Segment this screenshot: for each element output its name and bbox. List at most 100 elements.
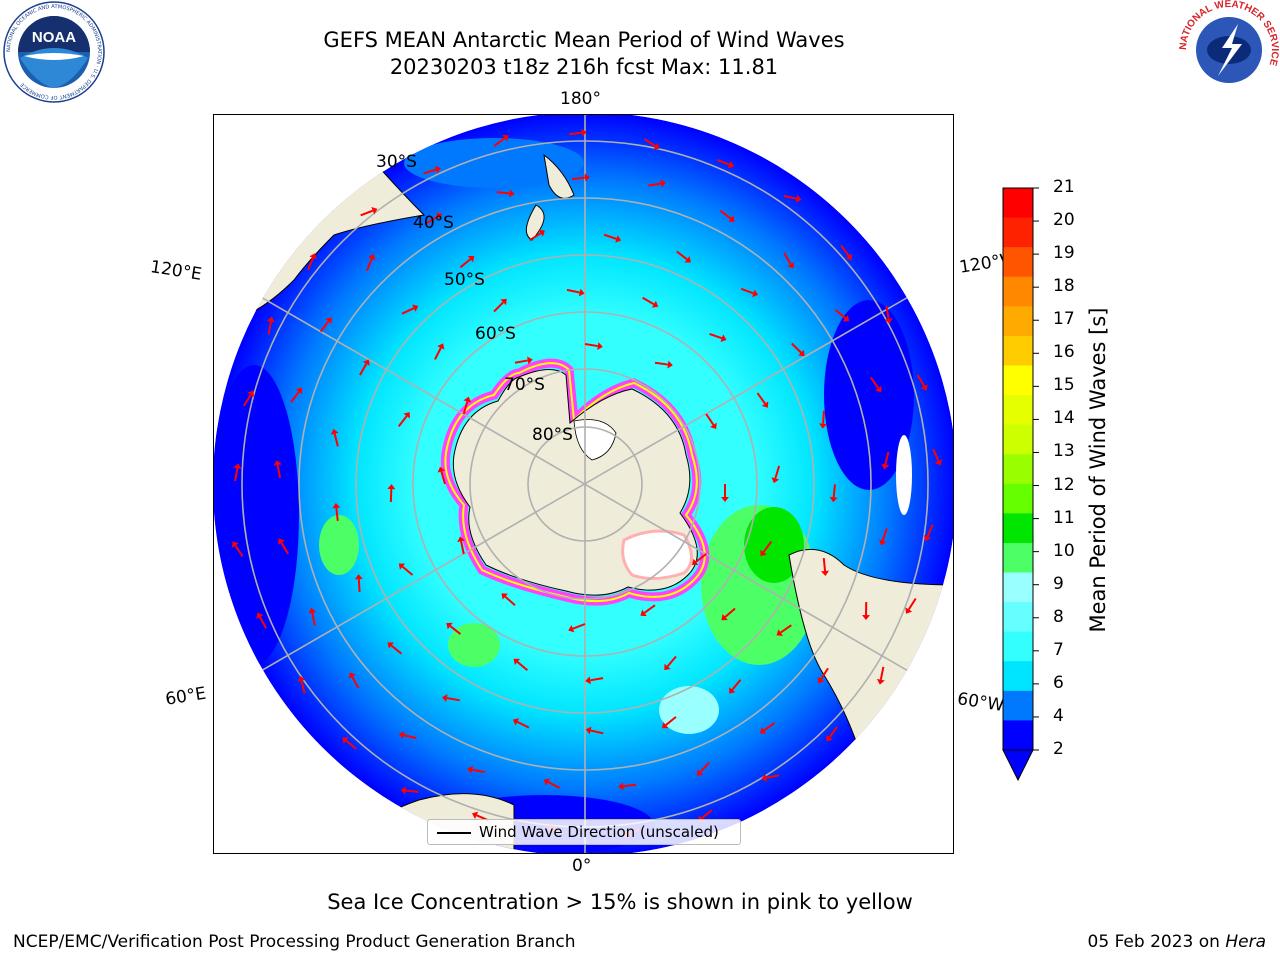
colorbar-segment bbox=[1003, 335, 1033, 366]
wave-arrow-shaft bbox=[740, 287, 754, 295]
wave-arrow-shaft bbox=[471, 768, 486, 774]
colorbar bbox=[1002, 187, 1039, 782]
wave-arrow-shaft bbox=[885, 305, 890, 320]
wave-arrow-head bbox=[923, 535, 932, 542]
wave-arrow-shaft bbox=[834, 309, 846, 319]
wave-arrow-shaft bbox=[584, 343, 598, 348]
wave-arrow-shaft bbox=[828, 726, 838, 738]
wave-arrow-head bbox=[332, 502, 341, 509]
wave-arrow-shaft bbox=[440, 471, 446, 485]
wave-arrow-head bbox=[354, 574, 363, 580]
wave-arrow-shaft bbox=[822, 557, 827, 572]
wave-arrow-shaft bbox=[820, 667, 829, 680]
wave-arrow-head bbox=[729, 687, 736, 694]
wave-arrow-head bbox=[502, 135, 509, 142]
footer-branch: NCEP/EMC/Verification Post Processing Pr… bbox=[13, 932, 576, 952]
footer-date: 05 Feb 2023 on Hera bbox=[1087, 932, 1266, 952]
wave-arrow-head bbox=[727, 160, 735, 169]
wave-arrow-head bbox=[398, 563, 406, 570]
wave-arrow-head bbox=[776, 629, 783, 636]
wave-arrow-head bbox=[295, 387, 303, 395]
wave-arrow-head bbox=[297, 676, 306, 682]
wave-arrow-shaft bbox=[504, 595, 516, 606]
lat-label-80s: 80°S bbox=[532, 425, 573, 445]
meridian-label-180: 180° bbox=[560, 89, 601, 109]
wave-arrow-shaft bbox=[493, 137, 506, 147]
wave-arrow-shaft bbox=[623, 783, 637, 788]
wave-arrow-shaft bbox=[307, 257, 315, 271]
wave-arrow-shaft bbox=[335, 507, 339, 521]
noaa-logo-text: NOAA bbox=[32, 29, 76, 46]
wave-arrow-shaft bbox=[234, 468, 239, 482]
wave-arrow-shaft bbox=[822, 410, 826, 424]
wave-arrow-shaft bbox=[333, 433, 339, 447]
longer-period-patch bbox=[659, 686, 719, 734]
footer-machine: Hera bbox=[1225, 932, 1266, 952]
ice-free-white bbox=[896, 435, 912, 515]
wave-arrow-shaft bbox=[716, 159, 730, 166]
wave-arrow-shaft bbox=[719, 209, 732, 220]
wave-arrow-head bbox=[661, 721, 669, 729]
legend-label: Wind Wave Direction (unscaled) bbox=[479, 823, 719, 841]
wave-arrow-head bbox=[368, 254, 376, 261]
colorbar-segment bbox=[1003, 276, 1033, 307]
lat-label-30s: 30°S bbox=[376, 152, 417, 172]
wave-arrow-head bbox=[387, 484, 396, 490]
wave-arrow-head bbox=[759, 727, 767, 734]
wave-arrow-head bbox=[660, 179, 666, 188]
wave-arrow-head bbox=[653, 142, 660, 150]
wave-arrow-head bbox=[798, 349, 805, 357]
wave-arrow-shaft bbox=[276, 464, 282, 478]
wave-arrow-head bbox=[256, 612, 264, 619]
wave-arrow-head bbox=[568, 624, 575, 633]
sea-ice-note: Sea Ice Concentration > 15% is shown in … bbox=[327, 890, 913, 914]
wave-arrow-shaft bbox=[434, 347, 442, 360]
polar-map-svg bbox=[214, 115, 953, 853]
wave-arrow-shaft bbox=[390, 644, 403, 655]
colorbar-segment bbox=[1003, 395, 1033, 426]
wave-arrow-head bbox=[472, 811, 479, 819]
colorbar-tick-label: 16 bbox=[1053, 342, 1075, 363]
meridian-label-0: 0° bbox=[572, 856, 592, 876]
wave-arrow-shaft bbox=[783, 194, 797, 200]
colorbar-segment bbox=[1003, 247, 1033, 278]
wave-arrow-head bbox=[387, 642, 394, 649]
wave-arrow-shaft bbox=[345, 739, 357, 750]
wave-arrow-head bbox=[710, 422, 717, 430]
wave-arrow-head bbox=[457, 536, 466, 543]
wave-arrow-head bbox=[787, 262, 795, 269]
meridian-label-60w: 60°W bbox=[955, 689, 1006, 717]
wave-arrow-head bbox=[760, 549, 767, 557]
wave-arrow-head bbox=[277, 538, 285, 545]
wave-arrow-shaft bbox=[360, 209, 374, 217]
wave-arrow-head bbox=[905, 607, 913, 614]
wave-arrow-shaft bbox=[311, 612, 316, 626]
wave-arrow-shaft bbox=[462, 401, 469, 415]
wave-arrow-shaft bbox=[568, 131, 582, 136]
wave-arrow-head bbox=[862, 614, 871, 621]
wave-arrow-head bbox=[330, 428, 339, 435]
wave-arrow-head bbox=[618, 782, 624, 791]
colorbar-segment bbox=[1003, 188, 1033, 219]
wave-arrow-head bbox=[821, 570, 830, 576]
wave-arrow-head bbox=[434, 165, 441, 174]
nws-logo: NATIONAL WEATHER SERVICE bbox=[1178, 0, 1280, 98]
wave-arrow-shaft bbox=[357, 579, 361, 593]
wave-arrow-head bbox=[309, 253, 317, 260]
wave-arrow-head bbox=[875, 385, 882, 393]
wave-arrow-head bbox=[584, 173, 590, 182]
colorbar-tick-label: 12 bbox=[1053, 474, 1075, 495]
wave-arrow-head bbox=[728, 215, 735, 222]
colorbar-segment bbox=[1003, 483, 1033, 514]
colorbar-segment bbox=[1003, 424, 1033, 455]
wave-arrow-shaft bbox=[932, 448, 940, 462]
colorbar-frame bbox=[1002, 187, 1034, 751]
wave-arrow-shaft bbox=[783, 252, 792, 265]
shorter-period-patch bbox=[214, 365, 299, 665]
wave-arrow-shaft bbox=[666, 655, 677, 668]
weddell-sea-ice bbox=[621, 529, 693, 580]
wave-arrow-shaft bbox=[840, 244, 850, 257]
wave-arrow-head bbox=[761, 401, 769, 408]
colorbar-tick-label: 13 bbox=[1053, 441, 1075, 462]
wave-arrow-head bbox=[667, 360, 673, 369]
